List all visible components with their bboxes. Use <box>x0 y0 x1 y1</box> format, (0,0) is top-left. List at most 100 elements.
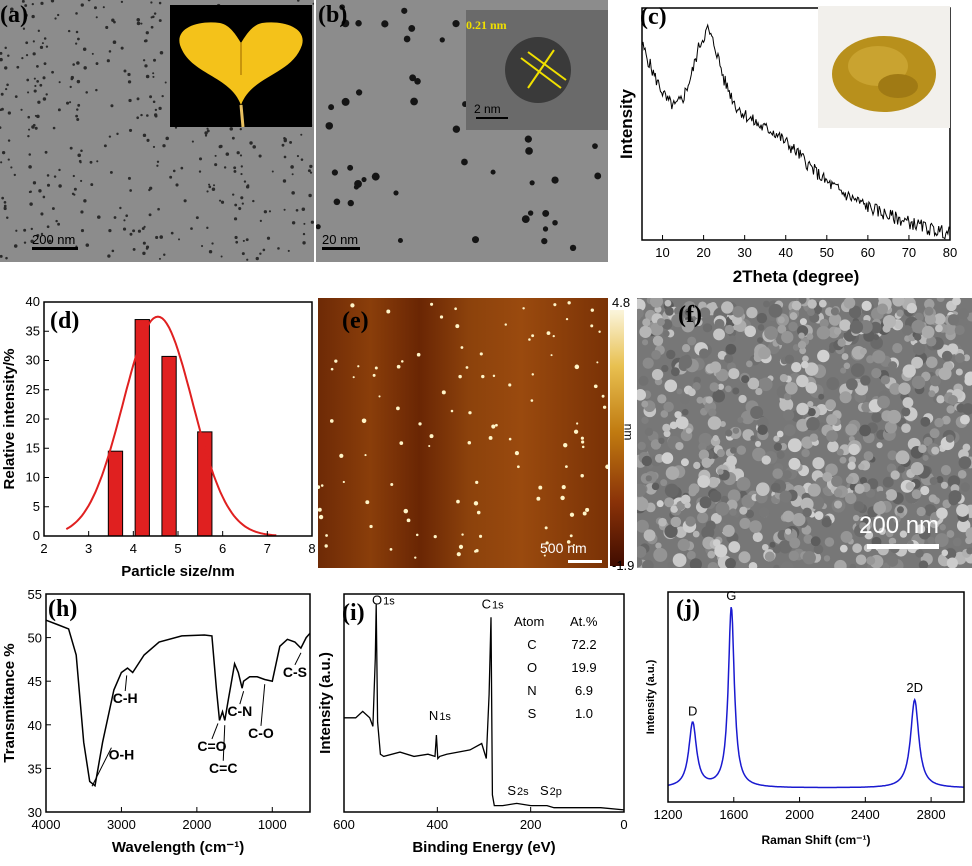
annotation-arrow <box>239 691 245 705</box>
scale-bar <box>322 247 360 250</box>
table-cell-atom: S <box>528 706 537 721</box>
raman-peak-label: 2D <box>906 680 923 695</box>
y-axis-label: Intensity (a.u.) <box>318 652 334 754</box>
panel-label-e: (e) <box>342 308 369 334</box>
hrtem-inset: 0.21 nm 2 nm <box>466 10 608 130</box>
x-tick-label: 8 <box>308 541 315 556</box>
y-tick-label: 5 <box>33 499 40 514</box>
chart-i-xps: 600 400 200 0 Binding Energy (eV) Intensity (… <box>318 592 628 856</box>
x-tick-label: 2000 <box>182 817 211 832</box>
raman-peak-label: D <box>688 703 697 718</box>
y-axis-label: Intensity (a.u.) <box>645 659 657 734</box>
lattice-spacing-label: 0.21 nm <box>466 18 507 32</box>
x-tick-label: 4 <box>130 541 137 556</box>
chart-d-histogram: 2 3 4 5 6 7 8 0 5 10 15 20 25 30 35 40 Particle size/nm R… <box>1 294 316 580</box>
x-axis-label: Wavelength (cm⁻¹) <box>112 839 244 856</box>
panel-label-h: (h) <box>48 596 78 622</box>
raman-curve <box>667 607 964 789</box>
colorbar-max: 4.8 <box>612 295 631 310</box>
panel-label-a: (a) <box>0 2 28 28</box>
peak-annotation: C-N <box>227 703 252 719</box>
x-tick-label: 3000 <box>107 817 136 832</box>
chart-j-raman: 1200 1600 2000 2400 2800 Raman Shift (cm⁻¹) In… <box>645 588 965 847</box>
scale-label: 200 nm <box>859 512 940 539</box>
x-tick-label: 40 <box>778 245 792 260</box>
y-tick-label: 30 <box>26 353 40 368</box>
chart-h-ftir: 4000 3000 2000 1000 30 35 40 45 50 55 Wavelength (… <box>1 587 311 856</box>
x-tick-label: 1000 <box>258 817 287 832</box>
gaussian-fit-line <box>65 315 277 537</box>
table-cell-value: 6.9 <box>575 683 593 698</box>
x-tick-label: 2 <box>40 541 47 556</box>
histogram-bar <box>107 450 124 537</box>
x-tick-label: 400 <box>426 817 448 832</box>
x-tick-label: 70 <box>902 245 916 260</box>
panel-f-sem-image: 200 nm <box>637 298 972 568</box>
panel-b-tem-image: 0.21 nm 2 nm 20 nm <box>316 0 608 262</box>
plot-frame <box>45 593 311 813</box>
y-tick-label: 25 <box>26 382 40 397</box>
x-tick-label: 1600 <box>719 807 748 822</box>
table-cell-value: 72.2 <box>571 637 596 652</box>
panel-label-f: (f) <box>678 302 702 328</box>
table-cell-value: 1.0 <box>575 706 593 721</box>
x-tick-label: 2800 <box>917 807 946 822</box>
peak-annotation: C=C <box>209 760 237 776</box>
x-axis-label: 2Theta (degree) <box>733 267 860 286</box>
x-tick-label: 20 <box>696 245 710 260</box>
annotation-arrow <box>124 675 128 692</box>
x-tick-label: 80 <box>943 245 957 260</box>
annotation-arrow <box>294 652 302 666</box>
peak-label-S2p: S2p <box>540 783 562 798</box>
sem-grain-texture <box>637 298 972 568</box>
x-tick-label: 50 <box>820 245 834 260</box>
raman-peak-label: G <box>726 588 736 603</box>
y-tick-label: 0 <box>33 528 40 543</box>
peak-annotation: C-H <box>113 690 138 706</box>
peak-annotation: O-H <box>109 747 135 763</box>
scale-bar <box>568 560 602 563</box>
nanoparticle-dots <box>316 4 602 252</box>
y-tick-label: 10 <box>26 470 40 485</box>
table-cell-value: 19.9 <box>571 660 596 675</box>
y-axis-label: Intensity <box>617 89 636 159</box>
colorbar-unit: nm <box>621 423 636 441</box>
y-tick-label: 20 <box>26 411 40 426</box>
panel-label-b: (b) <box>318 2 348 28</box>
panel-e-afm-image: 500 nm <box>318 298 608 568</box>
inset-scale-label: 2 nm <box>474 102 501 116</box>
panel-label-d: (d) <box>50 308 80 334</box>
x-tick-label: 6 <box>219 541 226 556</box>
x-tick-label: 0 <box>620 817 627 832</box>
x-axis-label: Particle size/nm <box>121 563 234 580</box>
panel-a-tem-image: 200 nm <box>0 0 314 262</box>
peak-label-S2s: S2s <box>507 783 529 798</box>
y-tick-label: 35 <box>28 761 42 776</box>
plot-frame <box>641 7 951 241</box>
table-header: Atom <box>514 614 544 629</box>
x-tick-label: 4000 <box>32 817 61 832</box>
y-tick-label: 55 <box>28 587 42 602</box>
x-tick-label: 3 <box>85 541 92 556</box>
histogram-bar <box>161 355 177 537</box>
panel-label-j: (j) <box>676 596 700 622</box>
afm-colorbar <box>610 310 624 566</box>
x-tick-label: 60 <box>861 245 875 260</box>
afm-particle-dots <box>318 301 608 559</box>
panel-label-c: (c) <box>640 4 667 30</box>
peak-label-N1s: N1s <box>429 708 452 723</box>
x-tick-label: 30 <box>737 245 751 260</box>
x-tick-label: 7 <box>264 541 271 556</box>
plot-frame <box>667 591 965 803</box>
xps-curve <box>344 604 625 811</box>
x-tick-label: 5 <box>174 541 181 556</box>
x-tick-label: 2000 <box>785 807 814 822</box>
annotation-arrow <box>222 725 226 761</box>
ftir-curve <box>45 619 311 788</box>
x-tick-label: 10 <box>655 245 669 260</box>
scale-bar <box>32 247 78 250</box>
y-tick-label: 15 <box>26 440 40 455</box>
y-tick-label: 40 <box>28 718 42 733</box>
peak-annotation: C-O <box>248 725 274 741</box>
y-tick-label: 30 <box>28 805 42 820</box>
